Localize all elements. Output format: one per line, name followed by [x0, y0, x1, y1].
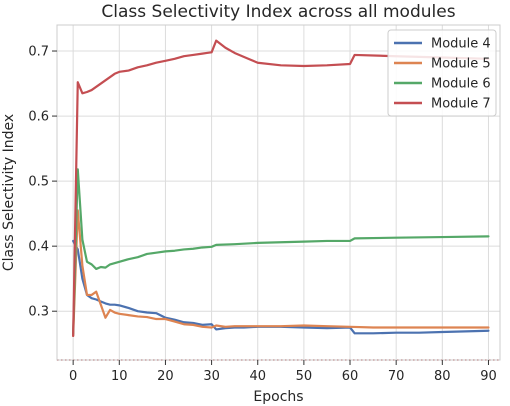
- legend-label: Module 7: [431, 97, 491, 112]
- x-tick-label: 50: [296, 369, 313, 384]
- legend: Module 4 Module 5 Module 6 Module 7: [387, 29, 497, 117]
- legend-label: Module 4: [431, 37, 491, 52]
- x-tick-label: 0: [69, 369, 77, 384]
- series-line-module-7: [72, 39, 490, 338]
- y-tick-label: 0.3: [28, 305, 49, 320]
- x-tick-label: 20: [157, 369, 174, 384]
- x-tick-label: 30: [203, 369, 220, 384]
- y-tick-label: 0.5: [28, 175, 49, 190]
- series-line-module-5: [72, 209, 490, 338]
- x-tick-label: 10: [111, 369, 128, 384]
- x-axis-ticks: 0 10 20 30 40 50 60 70 80 90: [69, 360, 497, 384]
- chart-title: Class Selectivity Index across all modul…: [101, 2, 455, 22]
- legend-label: Module 5: [431, 57, 491, 72]
- series-line-module-6: [72, 168, 490, 336]
- plot-frame: [56, 24, 501, 361]
- x-axis-label: Epochs: [253, 389, 303, 405]
- y-tick-label: 0.7: [28, 45, 49, 60]
- x-tick-label: 70: [388, 369, 405, 384]
- legend-label: Module 6: [431, 77, 491, 92]
- x-tick-label: 90: [480, 369, 497, 384]
- y-tick-label: 0.6: [28, 110, 49, 125]
- y-axis-label: Class Selectivity Index: [1, 114, 17, 271]
- y-tick-label: 0.4: [28, 240, 49, 255]
- x-tick-label: 60: [342, 369, 359, 384]
- y-axis-ticks: 0.3 0.4 0.5 0.6 0.7: [28, 45, 57, 320]
- x-tick-label: 40: [249, 369, 266, 384]
- legend-box: [387, 29, 497, 117]
- series-lines: [72, 39, 490, 338]
- x-tick-label: 80: [434, 369, 451, 384]
